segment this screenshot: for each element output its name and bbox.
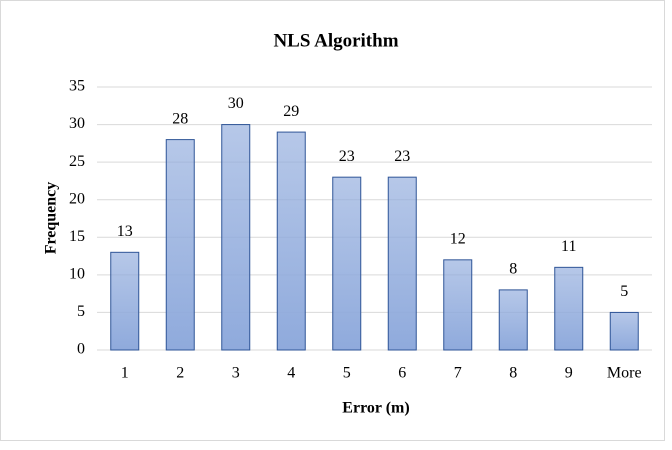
x-tick-label: 6 <box>398 365 406 382</box>
bar <box>221 124 251 351</box>
bar <box>332 176 362 351</box>
bar <box>165 139 195 351</box>
x-tick-label: 7 <box>454 365 462 382</box>
y-tick-label: 20 <box>69 190 85 207</box>
y-tick-label: 35 <box>69 78 85 95</box>
y-tick-label: 0 <box>77 341 85 358</box>
data-label: 13 <box>117 223 133 240</box>
chart-title: NLS Algorithm <box>273 30 398 51</box>
bar <box>443 259 473 351</box>
data-label: 12 <box>450 231 466 248</box>
y-tick-label: 10 <box>69 266 85 283</box>
y-tick-label: 5 <box>77 303 85 320</box>
x-tick-label: 4 <box>287 365 295 382</box>
bar <box>609 311 639 351</box>
y-tick-label: 15 <box>69 228 85 245</box>
x-tick-label: 2 <box>176 365 184 382</box>
y-axis-label: Frequency <box>43 182 60 255</box>
data-label: 28 <box>172 110 188 127</box>
y-tick-label: 25 <box>69 153 85 170</box>
x-tick-label: 8 <box>509 365 517 382</box>
x-tick-label: 5 <box>343 365 351 382</box>
x-tick-label: 3 <box>232 365 240 382</box>
data-label: 5 <box>620 283 628 300</box>
data-label: 30 <box>228 95 244 112</box>
data-label: 23 <box>339 148 355 165</box>
x-tick-label: 9 <box>565 365 573 382</box>
x-axis-label: Error (m) <box>342 400 409 417</box>
x-tick-label: 1 <box>121 365 129 382</box>
data-label: 11 <box>561 238 576 255</box>
bar <box>498 289 528 351</box>
y-tick-label: 30 <box>69 115 85 132</box>
bar <box>387 176 417 351</box>
data-label: 8 <box>509 261 517 278</box>
bar <box>276 131 306 351</box>
bar <box>554 266 584 351</box>
data-label: 23 <box>394 148 410 165</box>
data-label: 29 <box>283 103 299 120</box>
bar <box>110 251 140 351</box>
x-tick-label: More <box>607 365 642 382</box>
